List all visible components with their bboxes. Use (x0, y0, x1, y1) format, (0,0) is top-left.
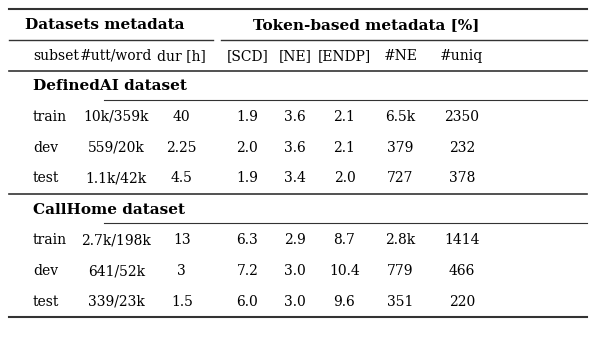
Text: 641/52k: 641/52k (88, 264, 145, 278)
Text: 1.5: 1.5 (171, 295, 193, 309)
Text: 2.8k: 2.8k (386, 234, 415, 247)
Text: 3.0: 3.0 (284, 264, 306, 278)
Text: #uniq: #uniq (440, 49, 483, 63)
Text: 232: 232 (449, 141, 475, 154)
Text: 8.7: 8.7 (334, 234, 355, 247)
Text: 1.1k/42k: 1.1k/42k (86, 171, 147, 185)
Text: [NE]: [NE] (278, 49, 312, 63)
Text: 2.0: 2.0 (237, 141, 258, 154)
Text: Datasets metadata: Datasets metadata (24, 18, 184, 32)
Text: test: test (33, 295, 59, 309)
Text: 1414: 1414 (444, 234, 480, 247)
Text: 727: 727 (387, 171, 414, 185)
Text: 3.4: 3.4 (284, 171, 306, 185)
Text: 466: 466 (449, 264, 475, 278)
Text: 9.6: 9.6 (334, 295, 355, 309)
Text: [ENDP]: [ENDP] (318, 49, 371, 63)
Text: CallHome dataset: CallHome dataset (33, 203, 185, 217)
Text: 10.4: 10.4 (329, 264, 360, 278)
Text: 6.0: 6.0 (237, 295, 258, 309)
Text: 339/23k: 339/23k (88, 295, 145, 309)
Text: dev: dev (33, 264, 58, 278)
Text: 351: 351 (387, 295, 414, 309)
Text: 2.25: 2.25 (166, 141, 197, 154)
Text: 10k/359k: 10k/359k (83, 110, 149, 124)
Text: 378: 378 (449, 171, 475, 185)
Text: train: train (33, 110, 67, 124)
Text: #utt/word: #utt/word (80, 49, 153, 63)
Text: DefinedAI dataset: DefinedAI dataset (33, 80, 187, 93)
Text: 220: 220 (449, 295, 475, 309)
Text: 40: 40 (173, 110, 191, 124)
Text: 3.6: 3.6 (284, 110, 306, 124)
Text: [SCD]: [SCD] (226, 49, 268, 63)
Text: 779: 779 (387, 264, 414, 278)
Text: dur [h]: dur [h] (157, 49, 206, 63)
Text: 3.0: 3.0 (284, 295, 306, 309)
Text: train: train (33, 234, 67, 247)
Text: 2.1: 2.1 (334, 141, 355, 154)
Text: 3: 3 (178, 264, 186, 278)
Text: 3.6: 3.6 (284, 141, 306, 154)
Text: 379: 379 (387, 141, 414, 154)
Text: 6.5k: 6.5k (386, 110, 415, 124)
Text: 4.5: 4.5 (171, 171, 193, 185)
Text: 7.2: 7.2 (237, 264, 258, 278)
Text: Token-based metadata [%]: Token-based metadata [%] (253, 18, 480, 32)
Text: 559/20k: 559/20k (88, 141, 145, 154)
Text: 2.7k/198k: 2.7k/198k (81, 234, 151, 247)
Text: 13: 13 (173, 234, 191, 247)
Text: 2.9: 2.9 (284, 234, 306, 247)
Text: 1.9: 1.9 (237, 110, 258, 124)
Text: #NE: #NE (383, 49, 418, 63)
Text: 6.3: 6.3 (237, 234, 258, 247)
Text: 1.9: 1.9 (237, 171, 258, 185)
Text: dev: dev (33, 141, 58, 154)
Text: test: test (33, 171, 59, 185)
Text: 2.0: 2.0 (334, 171, 355, 185)
Text: subset: subset (33, 49, 79, 63)
Text: 2350: 2350 (445, 110, 479, 124)
Text: 2.1: 2.1 (334, 110, 355, 124)
